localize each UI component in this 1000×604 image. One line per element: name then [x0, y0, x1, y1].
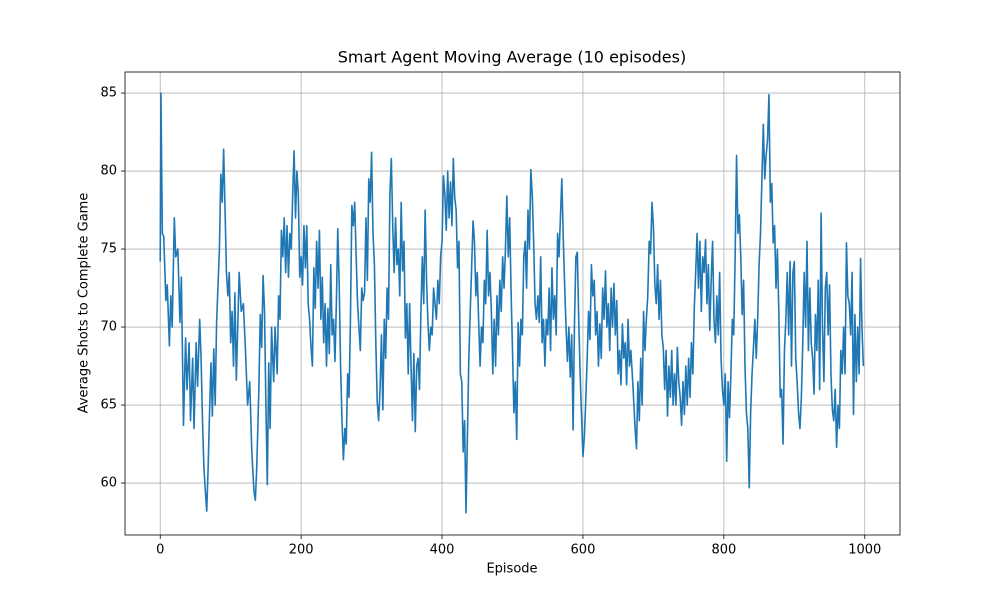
x-tick-label: 800: [711, 543, 736, 558]
x-axis-label: Episode: [486, 562, 537, 577]
chart-title: Smart Agent Moving Average (10 episodes): [338, 48, 686, 67]
x-tick-label: 0: [156, 543, 164, 558]
plot-frame: [124, 71, 901, 536]
y-tick-label: 85: [100, 86, 117, 101]
x-tick-label: 600: [571, 543, 596, 558]
y-tick-label: 60: [100, 476, 117, 491]
y-tick-label: 70: [100, 320, 117, 335]
x-tick-label: 200: [289, 543, 314, 558]
y-axis-label: Average Shots to Complete Game: [77, 193, 92, 414]
data-line: [159, 92, 865, 514]
y-tick-label: 65: [100, 398, 117, 413]
y-tick-label: 75: [100, 242, 117, 257]
y-tick-label: 80: [100, 164, 117, 179]
x-tick-label: 1000: [848, 543, 881, 558]
x-tick-label: 400: [430, 543, 455, 558]
